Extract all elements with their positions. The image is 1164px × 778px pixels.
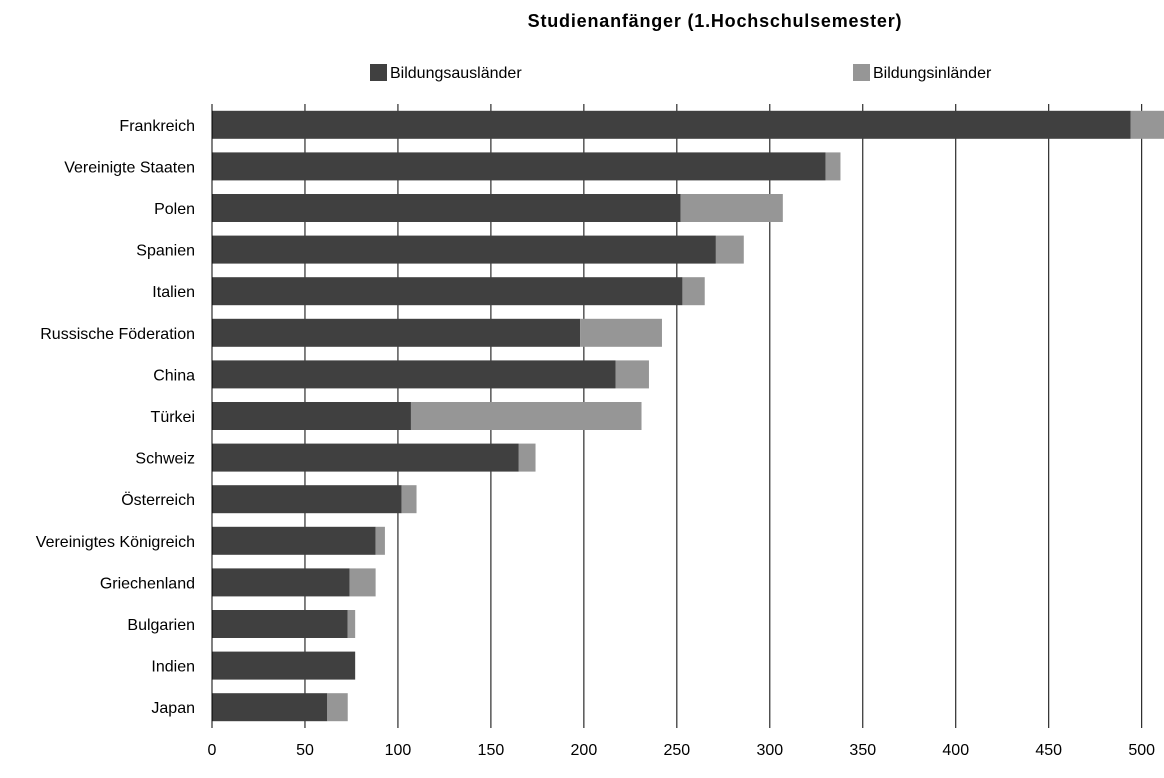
category-label: Indien [151, 659, 195, 676]
bar-segment [410, 402, 642, 430]
legend-label: Bildungsausländer [390, 65, 522, 82]
category-label: Italien [152, 284, 195, 301]
bar-segment [518, 443, 536, 472]
x-tick-label: 100 [385, 742, 412, 759]
legend-label: Bildungsinländer [873, 65, 992, 82]
category-label: Polen [154, 201, 195, 218]
category-label: Vereinigte Staaten [64, 159, 195, 176]
category-label: Bulgarien [127, 617, 195, 634]
x-tick-label: 50 [296, 742, 314, 759]
x-tick-label: 400 [942, 742, 969, 759]
x-tick-label: 150 [478, 742, 505, 759]
x-tick-label: 500 [1128, 742, 1155, 759]
x-axis: 0 50 100 150 200 250 300 350 400 450 500 [208, 742, 1156, 759]
category-label: Griechenland [100, 575, 195, 592]
bar-segment [212, 402, 411, 430]
bar-segment [212, 277, 683, 306]
x-tick-label: 450 [1035, 742, 1062, 759]
bar-segment [212, 568, 350, 597]
x-tick-label: 250 [663, 742, 690, 759]
bar-segment [580, 318, 662, 347]
bar-segment [401, 485, 417, 514]
bar-segment [680, 194, 783, 222]
bar-segment [375, 526, 385, 555]
x-tick-label: 200 [571, 742, 598, 759]
legend-swatch [853, 64, 870, 81]
category-labels: Frankreich Vereinigte Staaten Polen Spanien… [36, 118, 195, 717]
legend: Bildungsausländer Bildungsinländer [370, 64, 992, 82]
bar-segment [212, 526, 376, 555]
bar-segment [212, 194, 681, 222]
bar-segment [347, 610, 356, 638]
bar-segment [212, 485, 402, 514]
bar-segment [212, 152, 826, 181]
category-label: Schweiz [135, 451, 195, 468]
bar-segment [349, 568, 376, 597]
bar-segment [212, 360, 616, 389]
category-label: Türkei [151, 409, 195, 426]
legend-swatch [370, 64, 387, 81]
bar-segment [327, 693, 348, 722]
bar-segment [212, 443, 519, 472]
bar-segment [212, 235, 716, 264]
category-label: Österreich [121, 491, 195, 509]
category-label: Vereinigtes Königreich [36, 534, 195, 551]
bar-segment [615, 360, 649, 389]
bar-segment [212, 693, 328, 722]
chart-title: Studienanfänger (1.Hochschulsemester) [528, 11, 903, 31]
x-tick-label: 300 [756, 742, 783, 759]
x-tick-label: 350 [849, 742, 876, 759]
bar-segment [212, 110, 1131, 139]
category-label: Spanien [136, 243, 195, 260]
bar-segment [212, 651, 356, 680]
bars [212, 110, 1164, 722]
category-label: Russische Föderation [40, 326, 195, 343]
category-label: Frankreich [119, 118, 195, 135]
bar-segment [715, 235, 744, 264]
bar-segment [825, 152, 841, 181]
x-tick-label: 0 [208, 742, 217, 759]
category-label: China [153, 367, 195, 384]
bar-segment [682, 277, 705, 306]
bar-segment [1130, 110, 1164, 139]
category-label: Japan [151, 700, 195, 717]
bar-segment [212, 610, 348, 638]
bar-segment [212, 318, 581, 347]
